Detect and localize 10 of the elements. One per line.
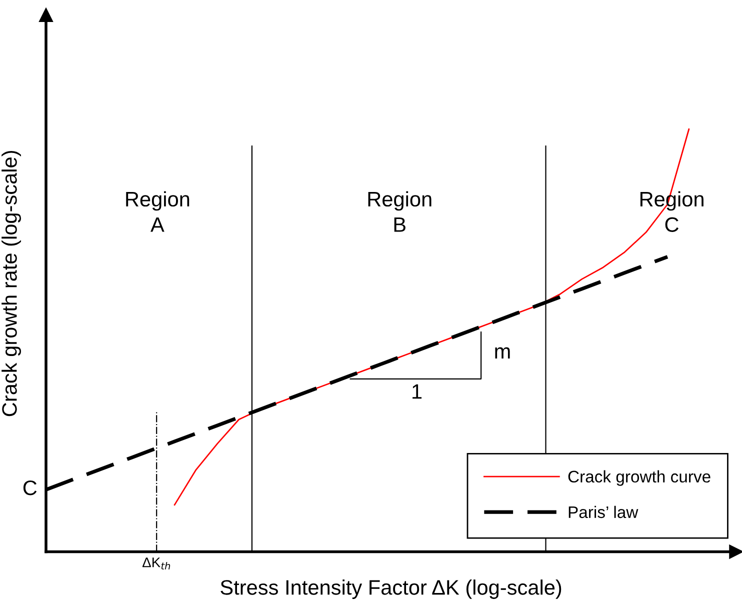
legend-label: Paris’ law (568, 506, 638, 518)
legend-label: Crack growth curve (568, 470, 710, 486)
x-axis-title: Stress Intensity Factor ΔK (log-scale) (220, 580, 562, 599)
annotation: Region A (126, 191, 190, 232)
annotation: 1 (412, 384, 422, 399)
text: ΔK$_{th}$ (142, 558, 170, 570)
annotation: m (495, 347, 510, 359)
y-axis-title: Crack growth rate (log-scale) (2, 150, 22, 416)
annotation: Region B (368, 191, 432, 232)
annotation: C (23, 480, 37, 496)
